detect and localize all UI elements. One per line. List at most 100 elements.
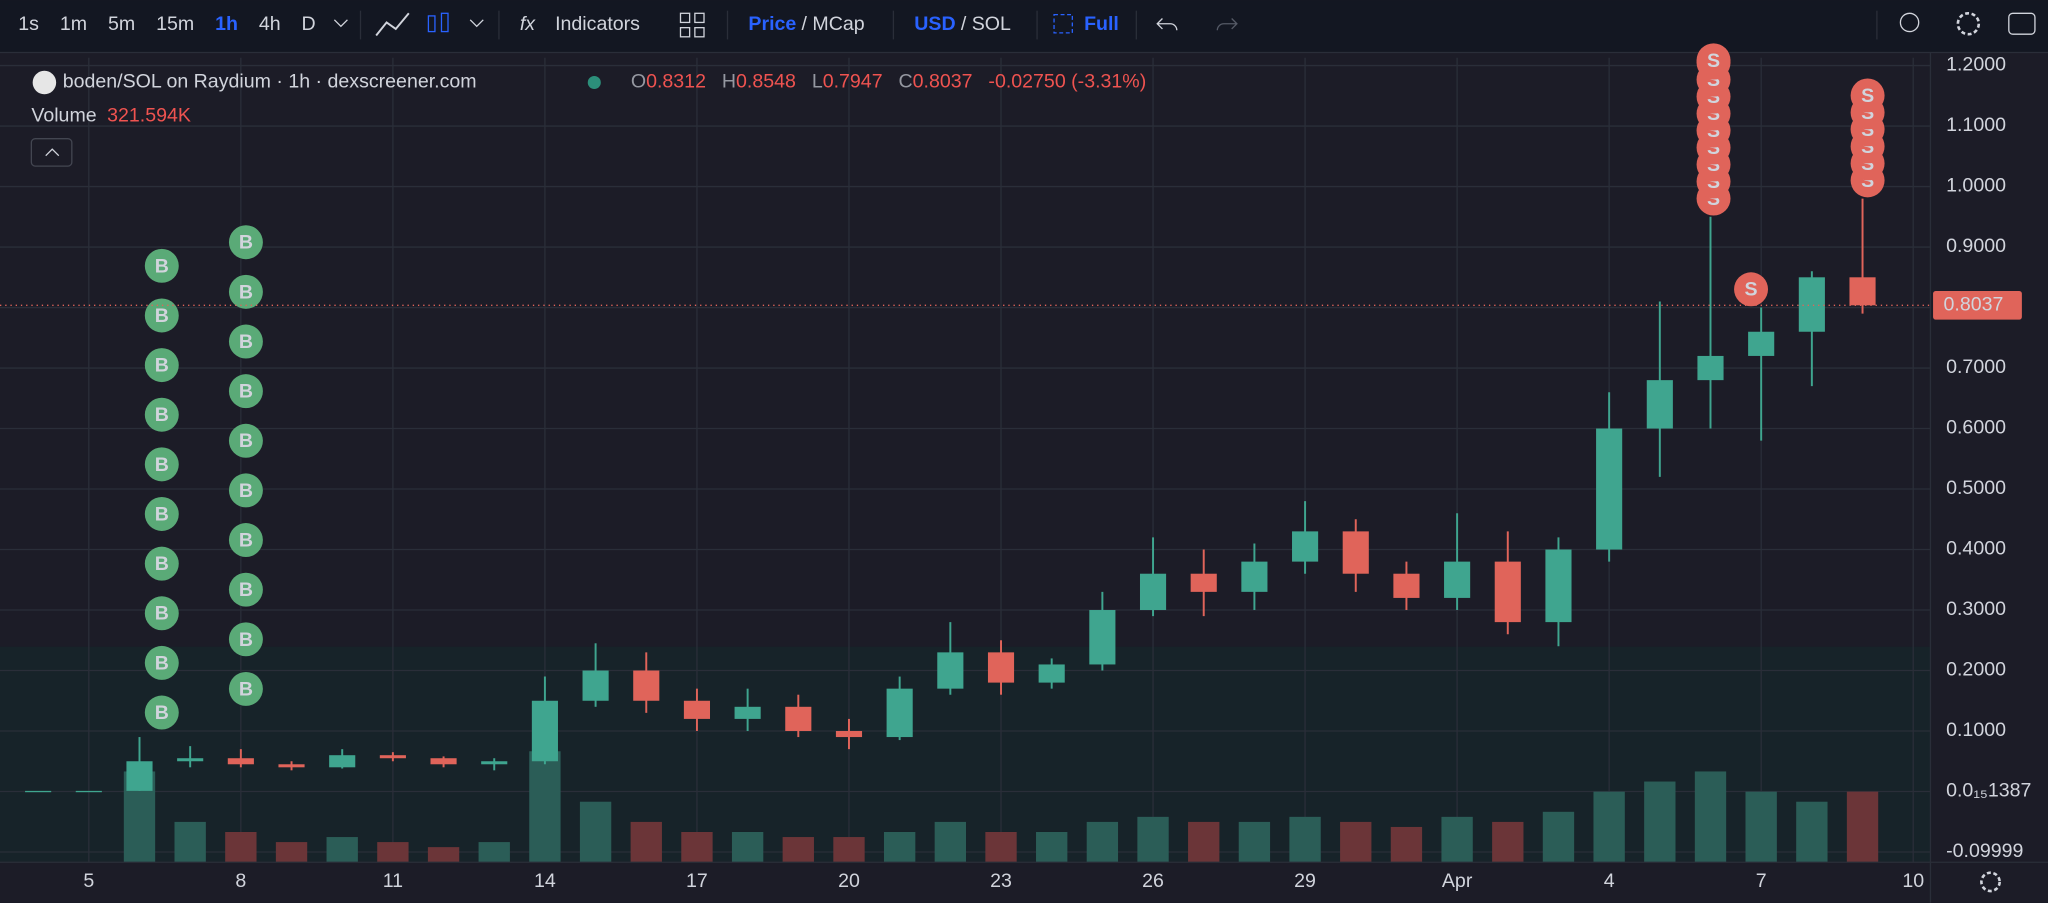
volume-bar	[1238, 821, 1271, 863]
timeframe[interactable]: 1s	[18, 13, 39, 35]
candle-body	[531, 700, 558, 762]
volume-bar	[1846, 791, 1879, 863]
trade-marker	[1734, 272, 1769, 307]
c-label: C	[899, 71, 913, 93]
usd[interactable]: USD	[914, 13, 955, 35]
trade-marker-label: B	[155, 454, 169, 476]
y-tick-label: 0.7000	[1946, 356, 2006, 378]
alert-icon[interactable]	[1899, 12, 1920, 33]
chart-type-icon[interactable]	[375, 12, 410, 37]
o-value: 0.8312	[646, 71, 706, 93]
settings-icon[interactable]	[1956, 11, 1981, 36]
c-value: 0.8037	[913, 71, 973, 93]
x-tick-label: 29	[1294, 870, 1316, 892]
y-tick-label: 0.9000	[1946, 235, 2006, 257]
price[interactable]: Price	[748, 13, 796, 35]
x-tick-label: 11	[383, 870, 403, 892]
trade-marker-label: B	[155, 404, 169, 426]
trade-marker	[144, 645, 179, 680]
volume-bar	[427, 847, 460, 863]
y-tick-label: -0.09999	[1946, 840, 2023, 862]
fx-icon[interactable]: fx	[520, 13, 536, 35]
trade-marker	[228, 473, 263, 508]
volume-bar	[681, 831, 713, 863]
candle-body	[1545, 549, 1572, 623]
timeframe[interactable]: 15m	[156, 13, 194, 35]
trade-marker-label: S	[1861, 85, 1874, 107]
candle-body	[1190, 573, 1217, 592]
full[interactable]: Full	[1084, 13, 1119, 35]
candle-body	[633, 670, 660, 701]
trade-marker	[144, 397, 179, 432]
trade-marker-label: B	[239, 678, 253, 700]
trade-marker	[144, 298, 179, 333]
y-tick-label: 0.3000	[1946, 598, 2006, 620]
candle-body	[126, 761, 153, 791]
trade-marker	[228, 374, 263, 409]
volume-bar	[1644, 781, 1676, 863]
status-dot	[587, 75, 601, 90]
timeframes: 1s 1m 5m 15m 1h 4h D	[18, 13, 315, 35]
y-tick-label: 0.0₁₅1387	[1946, 780, 2031, 802]
trade-marker-label: B	[239, 530, 253, 552]
candle-body	[1038, 664, 1065, 683]
candle-body	[1241, 561, 1268, 592]
volume-bar	[934, 821, 967, 863]
timeframe[interactable]: 5m	[108, 13, 135, 35]
candle-body	[1292, 531, 1319, 562]
trade-marker	[1696, 43, 1731, 78]
volume-bar	[1289, 816, 1321, 863]
candle-body	[582, 670, 609, 701]
legend-title: boden/SOL on Raydium · 1h · dexscreener.…	[63, 71, 477, 93]
timeframe[interactable]: D	[302, 13, 316, 35]
trade-marker	[228, 671, 263, 706]
trade-marker	[228, 622, 263, 657]
volume-bar	[1036, 831, 1068, 863]
price-mcap[interactable]: Price / MCap	[748, 13, 864, 35]
candles	[25, 198, 1876, 793]
candle-body	[1596, 428, 1623, 550]
timeframe[interactable]: 1h	[215, 13, 238, 35]
volume-bar	[326, 837, 358, 863]
candle-icon[interactable]	[427, 12, 449, 33]
layout-icon[interactable]	[679, 12, 705, 38]
x-tick-label: 14	[534, 870, 556, 892]
volume-bar	[1593, 791, 1625, 863]
candle-body	[1139, 573, 1167, 611]
volume-bar	[731, 831, 764, 863]
indicators[interactable]: Indicators	[555, 13, 640, 35]
x-tick-label: 20	[838, 870, 860, 892]
axis-settings[interactable]	[1980, 871, 2001, 893]
trade-marker	[228, 572, 263, 607]
candle-body	[430, 758, 457, 765]
mcap[interactable]: / MCap	[802, 13, 865, 35]
collapse-button[interactable]	[30, 138, 73, 167]
x-tick-label: 4	[1604, 870, 1615, 892]
candle-body	[227, 758, 254, 765]
axes: 1.20001.10001.00000.90000.80000.70000.60…	[0, 54, 2031, 892]
usd-sol[interactable]: USD / SOL	[914, 13, 1011, 35]
timeframe[interactable]: 4h	[259, 13, 281, 35]
trade-marker-label: S	[1707, 50, 1720, 72]
candle-body	[1849, 277, 1876, 306]
candle-body	[1342, 531, 1369, 574]
timeframe[interactable]: 1m	[60, 13, 87, 35]
volume-bar	[883, 831, 916, 863]
redo[interactable]	[1216, 18, 1238, 31]
y-tick-label: 0.5000	[1946, 477, 2006, 499]
trade-marker-label: B	[239, 480, 253, 502]
chevron[interactable]	[469, 19, 484, 28]
snapshot-icon[interactable]	[2008, 12, 2036, 35]
volume-bar	[1390, 826, 1423, 863]
volume-bar	[1492, 821, 1524, 863]
trade-marker-label: B	[239, 430, 253, 452]
trade-marker	[228, 274, 263, 309]
candle-body	[886, 688, 913, 738]
sol[interactable]: / SOL	[961, 13, 1011, 35]
trade-marker-label: B	[155, 255, 169, 277]
trade-marker	[228, 225, 263, 260]
trade-marker	[144, 248, 179, 283]
volume-bar	[529, 751, 561, 863]
chevron[interactable]	[333, 19, 348, 28]
undo[interactable]	[1156, 18, 1178, 31]
